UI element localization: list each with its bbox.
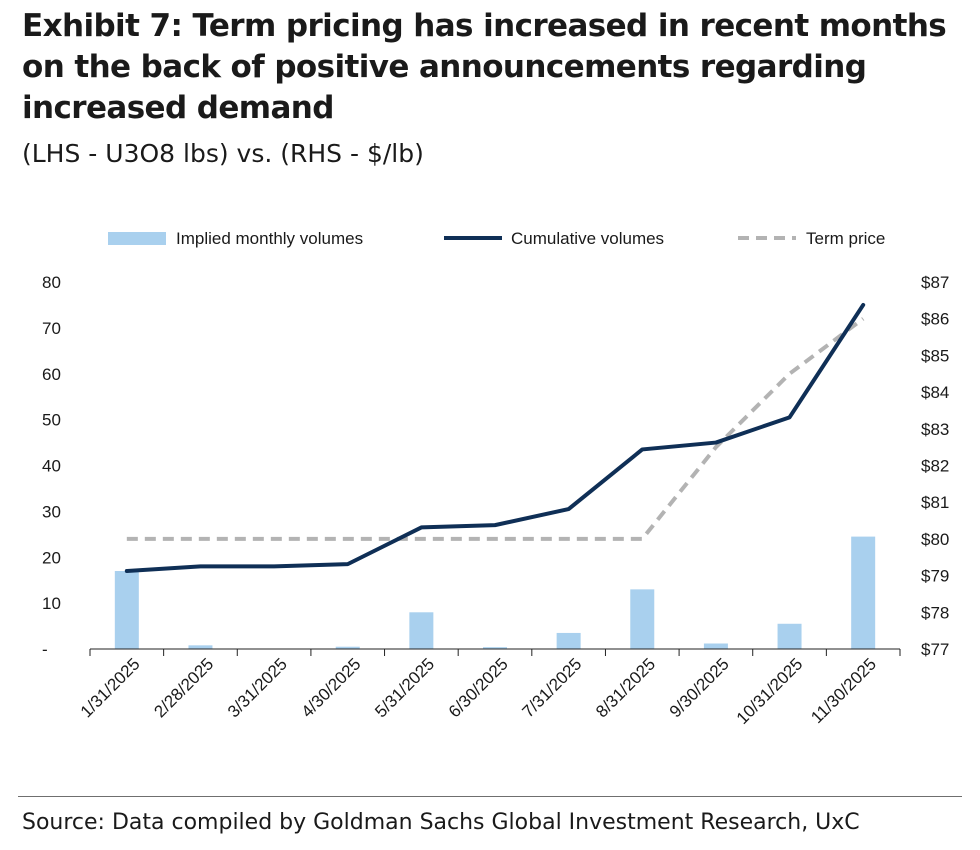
- right-axis-label: $80: [921, 530, 949, 549]
- right-axis-label: $79: [921, 567, 949, 586]
- left-axis-label: 20: [42, 548, 61, 567]
- bar-4-30-2025: [335, 646, 360, 649]
- right-axis-label: $85: [921, 346, 949, 365]
- legend-label-term: Term price: [806, 229, 885, 248]
- right-axis-ticks: $77 $78 $79 $80 $81 $82 $83 $84 $85 $86 $87: [921, 273, 949, 659]
- left-axis-label: 80: [42, 273, 61, 292]
- bar-series: [114, 536, 876, 649]
- x-axis-label: 8/31/2025: [592, 654, 659, 721]
- x-axis-ticks: 1/31/2025 2/28/2025 3/31/2025 4/30/2025 5/31…: [77, 654, 880, 728]
- x-axis-label: 1/31/2025: [77, 654, 144, 721]
- cumulative-series: [124, 302, 866, 574]
- left-axis-label: 30: [42, 502, 61, 521]
- left-axis-label: 70: [42, 319, 61, 338]
- bar-9-30-2025: [703, 643, 728, 649]
- left-axis-ticks: - 10 20 30 40 50 60 70 80: [42, 273, 61, 659]
- right-axis-label: $81: [921, 493, 949, 512]
- bar-8-31-2025: [630, 589, 655, 649]
- legend-swatch-bar: [108, 232, 166, 245]
- x-axis-label: 5/31/2025: [371, 654, 438, 721]
- x-axis-label: 3/31/2025: [224, 654, 291, 721]
- x-axis-label: 6/30/2025: [445, 654, 512, 721]
- x-axis-label: 2/28/2025: [150, 654, 217, 721]
- bar-11-30-2025: [851, 536, 876, 649]
- legend-label-cumulative: Cumulative volumes: [511, 229, 664, 248]
- x-axis-label: 4/30/2025: [298, 654, 365, 721]
- x-axis-label: 11/30/2025: [807, 654, 880, 727]
- cumulative-volumes-line: [124, 302, 866, 574]
- chart: Implied monthly volumes Cumulative volume…: [42, 229, 949, 728]
- footer-divider: [18, 796, 962, 797]
- left-axis-label: 60: [42, 365, 61, 384]
- chart-subtitle: (LHS - U3O8 lbs) vs. (RHS - $/lb): [22, 139, 424, 168]
- left-axis-label: 40: [42, 457, 61, 476]
- bar-1-31-2025: [114, 571, 139, 649]
- legend-label-implied: Implied monthly volumes: [176, 229, 363, 248]
- x-axis-label: 9/30/2025: [666, 654, 733, 721]
- chart-axes: [89, 648, 901, 656]
- left-axis-label: 50: [42, 411, 61, 430]
- x-axis-label: 7/31/2025: [519, 654, 586, 721]
- bar-6-30-2025: [483, 647, 507, 649]
- right-axis-label: $86: [921, 310, 949, 329]
- left-axis-label: -: [42, 640, 48, 659]
- source-note: Source: Data compiled by Goldman Sachs G…: [22, 810, 860, 835]
- left-axis-label: 10: [42, 594, 61, 613]
- bar-2-28-2025: [188, 645, 213, 649]
- right-axis-label: $77: [921, 640, 949, 659]
- chart-title: Exhibit 7: Term pricing has increased in…: [22, 8, 947, 126]
- bar-7-31-2025: [556, 632, 581, 649]
- right-axis-label: $78: [921, 603, 949, 622]
- bar-5-31-2025: [409, 612, 434, 649]
- x-axis-label: 10/31/2025: [733, 654, 807, 728]
- right-axis-label: $84: [921, 383, 949, 402]
- bar-10-31-2025: [777, 623, 802, 649]
- right-axis-label: $87: [921, 273, 949, 292]
- term-price-series: [126, 317, 865, 541]
- chart-legend: Implied monthly volumes Cumulative volume…: [108, 229, 885, 248]
- right-axis-label: $82: [921, 457, 949, 476]
- term-price-line: [126, 317, 865, 541]
- right-axis-label: $83: [921, 420, 949, 439]
